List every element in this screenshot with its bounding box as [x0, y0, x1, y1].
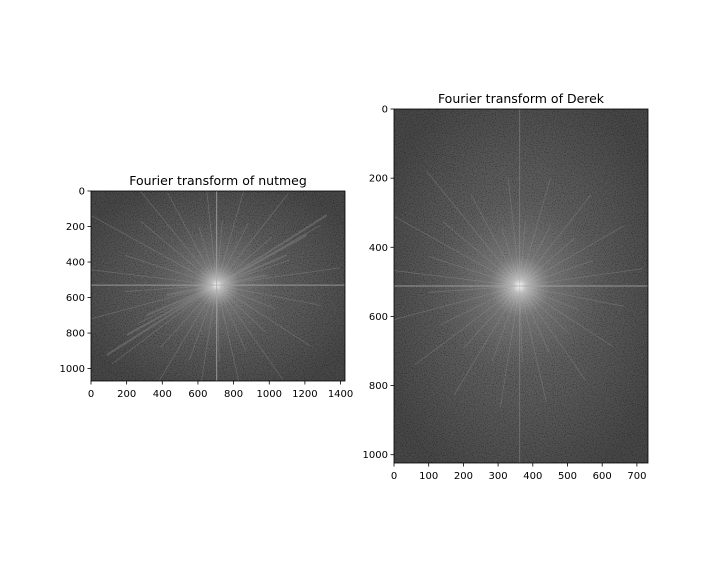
derek-x-tick-label: 700 — [627, 471, 646, 482]
derek-x-tick-label: 0 — [391, 471, 397, 482]
derek-spectrum-image — [394, 109, 648, 463]
derek-y-tick-label: 1000 — [363, 450, 388, 461]
nutmeg-y-tick-label: 200 — [66, 222, 85, 233]
nutmeg-y-tick-label: 800 — [66, 329, 85, 340]
derek-x-tick-label: 500 — [558, 471, 577, 482]
derek-x-tick-label: 300 — [489, 471, 508, 482]
nutmeg-x-tick-label: 1000 — [257, 389, 282, 400]
derek-axes-frame — [393, 108, 649, 464]
derek-y-tick-label: 600 — [369, 312, 388, 323]
nutmeg-y-tick-label: 400 — [66, 258, 85, 269]
nutmeg-x-tick-label: 0 — [88, 389, 94, 400]
nutmeg-x-tick-label: 1400 — [328, 389, 353, 400]
nutmeg-y-tick-label: 600 — [66, 293, 85, 304]
nutmeg-chart-title: Fourier transform of nutmeg — [129, 173, 307, 188]
nutmeg-x-tick-label: 600 — [188, 389, 207, 400]
derek-x-tick-label: 400 — [523, 471, 542, 482]
derek-y-tick-label: 400 — [369, 243, 388, 254]
nutmeg-spectrum-axes: Fourier transform of nutmeg 0 200 400 600 800… — [60, 173, 354, 400]
derek-spectrum-axes: Fourier transform of Derek 0 100 200 300 400 5… — [363, 91, 649, 482]
nutmeg-y-tick-label: 0 — [79, 187, 85, 198]
nutmeg-x-tick-label: 1200 — [292, 389, 317, 400]
nutmeg-y-tick-label: 1000 — [60, 364, 85, 375]
nutmeg-axes-frame — [90, 190, 346, 382]
derek-x-tick-label: 200 — [454, 471, 473, 482]
derek-y-tick-label: 0 — [382, 105, 388, 116]
nutmeg-x-tick-label: 200 — [117, 389, 136, 400]
nutmeg-x-tick-label: 800 — [224, 389, 243, 400]
nutmeg-x-tick-label: 400 — [153, 389, 172, 400]
derek-y-tick-label: 200 — [369, 174, 388, 185]
derek-x-tick-label: 600 — [593, 471, 612, 482]
nutmeg-spectrum-image — [91, 191, 345, 381]
derek-y-tick-label: 800 — [369, 381, 388, 392]
derek-x-tick-label: 100 — [419, 471, 438, 482]
derek-chart-title: Fourier transform of Derek — [438, 91, 605, 106]
